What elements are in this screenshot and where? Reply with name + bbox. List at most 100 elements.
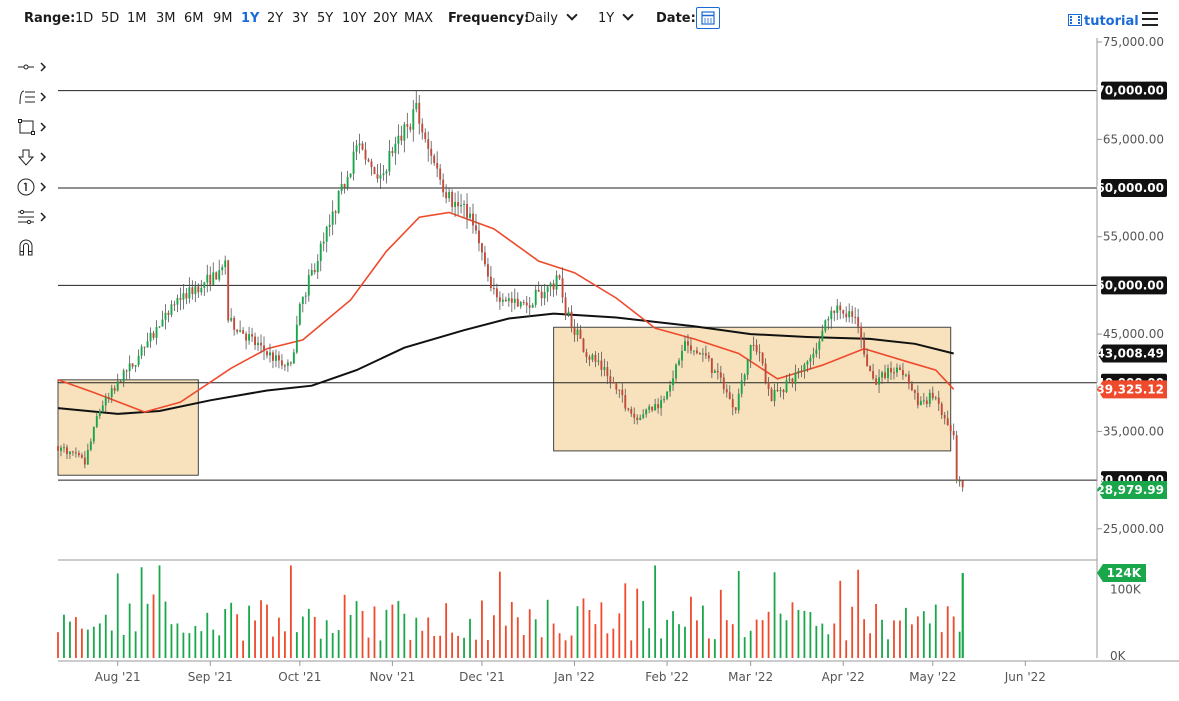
sma50-line — [57, 211, 955, 413]
volume-bar — [403, 613, 406, 658]
volume-bar — [642, 600, 645, 658]
range-6m[interactable]: 6M — [184, 11, 204, 26]
date-tick-label: Sep '21 — [188, 670, 233, 684]
magnet-tool[interactable] — [16, 238, 56, 260]
fibonacci-tool[interactable] — [16, 88, 56, 110]
candle-body — [534, 289, 537, 305]
candle-body — [442, 179, 445, 193]
volume-bar — [194, 625, 197, 658]
arrow-tool[interactable] — [16, 148, 56, 170]
candle-body — [460, 204, 463, 207]
volume-tick-label: 100K — [1110, 582, 1142, 596]
candle-body — [827, 318, 830, 321]
candle-body — [143, 346, 146, 348]
candle-body — [472, 213, 474, 226]
candle-body — [749, 344, 752, 360]
range-5y[interactable]: 5Y — [317, 11, 334, 26]
circled-number-icon — [17, 178, 47, 196]
tutorial-link[interactable]: tutorial — [1068, 14, 1139, 29]
annotation-tool[interactable] — [16, 178, 56, 200]
candle-body — [501, 299, 504, 302]
candle-body — [934, 397, 937, 399]
level-badge — [1101, 179, 1167, 198]
range-1m[interactable]: 1M — [127, 11, 147, 26]
candle-body — [498, 297, 501, 302]
candle-body — [579, 329, 582, 339]
volume-bar — [463, 637, 465, 658]
candle-body — [803, 364, 806, 371]
candle-body — [466, 203, 468, 218]
range-9m[interactable]: 9M — [213, 11, 233, 26]
candle-body — [549, 283, 552, 287]
sma50-layer — [57, 211, 955, 413]
candle-body — [200, 287, 203, 293]
range-10y[interactable]: 10Y — [342, 11, 367, 26]
candle-body — [155, 327, 158, 338]
candle-body — [325, 226, 328, 242]
period-dropdown[interactable]: 1Y — [598, 9, 634, 26]
volume-bar — [827, 634, 830, 658]
candle-body — [242, 330, 245, 334]
candle-body — [701, 353, 704, 355]
candle-body — [316, 261, 319, 273]
price-tick-label: 45,000.00 — [1103, 327, 1164, 341]
candle-body — [531, 304, 534, 308]
candle-body — [761, 352, 764, 364]
range-3m[interactable]: 3M — [156, 11, 176, 26]
range-1y[interactable]: 1Y — [241, 11, 260, 26]
hamburger-menu-icon[interactable] — [1142, 12, 1158, 26]
volume-bar — [481, 600, 483, 658]
rectangle-tool[interactable] — [16, 118, 56, 140]
volume-bar — [289, 565, 292, 658]
volume-bars — [57, 565, 964, 658]
candle-body — [675, 364, 677, 379]
range-1d[interactable]: 1D — [75, 11, 94, 26]
frequency-label: Frequency: — [448, 11, 530, 26]
range-5d[interactable]: 5D — [101, 11, 120, 26]
volume-bar — [851, 606, 854, 658]
candle-body — [367, 159, 370, 162]
range-max[interactable]: MAX — [404, 11, 434, 26]
volume-bar — [684, 626, 686, 658]
calendar-button[interactable] — [696, 7, 720, 29]
volume-bar — [606, 633, 609, 658]
candle-body — [958, 480, 961, 482]
candle-body — [845, 313, 848, 318]
date-tick-label: Oct '21 — [278, 670, 321, 684]
volume-bar — [337, 630, 340, 658]
range-20y[interactable]: 20Y — [373, 11, 398, 26]
frequency-dropdown[interactable]: Daily — [525, 9, 578, 26]
volume-bar — [958, 631, 961, 658]
candle-body — [63, 447, 65, 449]
volume-badge-label: 124K — [1107, 566, 1142, 580]
crosshair-tool[interactable] — [16, 58, 56, 80]
measure-tool[interactable] — [16, 208, 56, 230]
candle-body — [830, 310, 833, 319]
volume-bar — [200, 631, 203, 658]
candle-body — [331, 211, 334, 225]
date-tick-label: May '22 — [909, 670, 956, 684]
volume-tick-label: 0K — [1110, 649, 1127, 663]
range-rectangle-1 — [57, 379, 199, 476]
candle-body — [546, 286, 549, 293]
period-value: 1Y — [598, 11, 615, 26]
volume-bar — [934, 604, 937, 658]
candle-body — [486, 264, 489, 277]
volume-bar — [636, 588, 639, 658]
volume-bar — [654, 565, 657, 658]
candle-body — [337, 190, 340, 213]
candle-body — [591, 354, 594, 360]
candlesticks — [57, 90, 964, 492]
volume-bar — [570, 635, 573, 658]
volume-bar — [248, 605, 250, 658]
candle-body — [415, 102, 418, 110]
candle-body — [489, 276, 492, 289]
candle-body — [83, 457, 86, 465]
candle-body — [713, 370, 716, 374]
range-2y[interactable]: 2Y — [267, 11, 284, 26]
range-3y[interactable]: 3Y — [292, 11, 309, 26]
volume-bar — [510, 601, 513, 658]
volume-bar — [749, 630, 752, 658]
candle-body — [134, 364, 137, 367]
